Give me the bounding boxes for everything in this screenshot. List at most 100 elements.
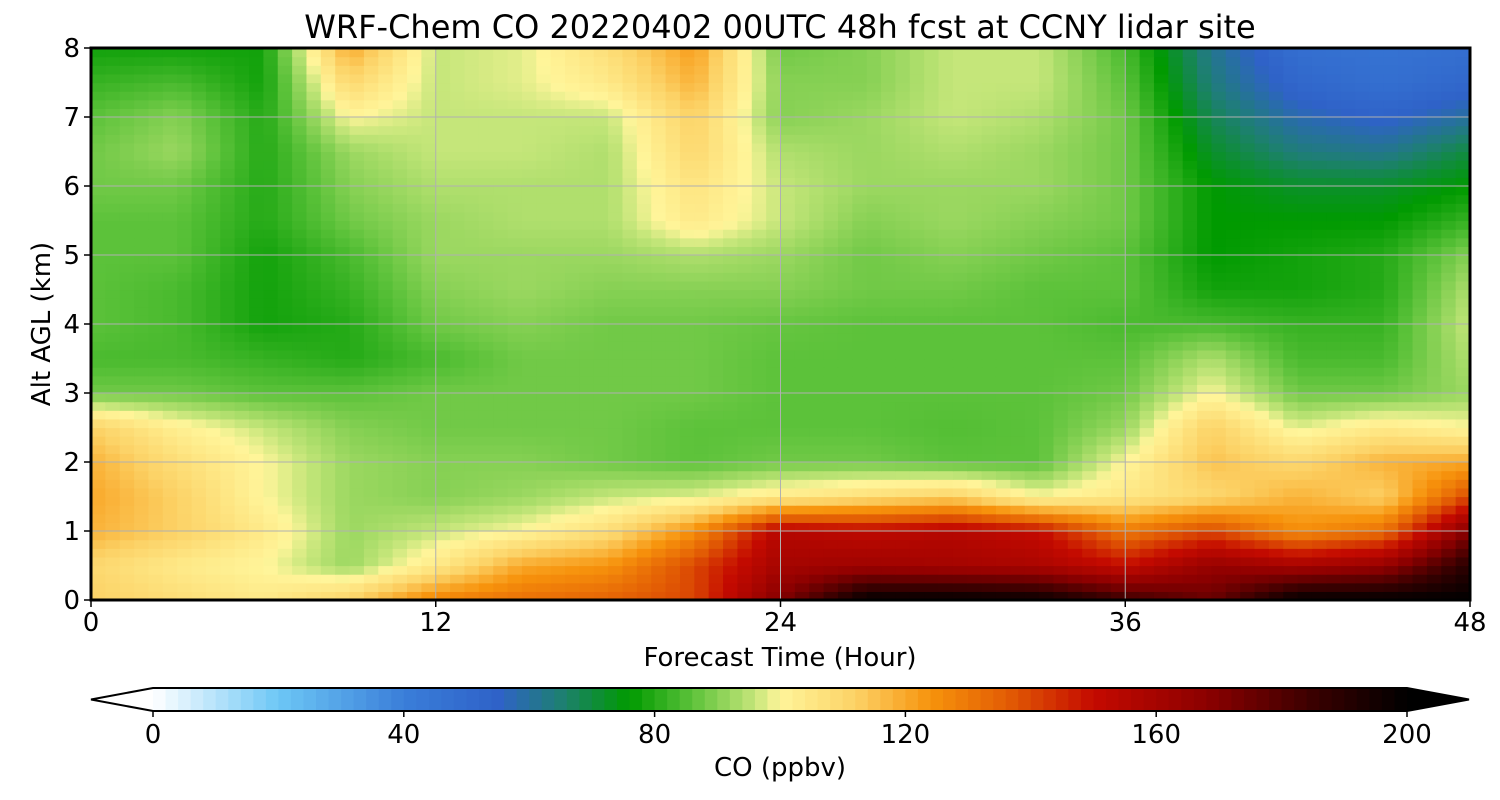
heatmap-cell: [493, 479, 509, 489]
heatmap-cell: [134, 548, 150, 558]
heatmap-cell: [708, 349, 724, 360]
heatmap-cell: [1240, 427, 1256, 437]
heatmap-cell: [751, 324, 767, 334]
heatmap-cell: [119, 142, 135, 153]
heatmap-cell: [766, 444, 782, 454]
heatmap-cell: [823, 531, 839, 541]
heatmap-cell: [1067, 384, 1083, 394]
heatmap-cell: [1268, 496, 1284, 506]
heatmap-cell: [234, 462, 250, 472]
heatmap-cell: [909, 375, 925, 385]
heatmap-cell: [1412, 444, 1428, 454]
heatmap-cell: [320, 367, 336, 377]
heatmap-cell: [622, 255, 638, 265]
heatmap-cell: [995, 358, 1011, 368]
heatmap-cell: [1096, 410, 1112, 420]
heatmap-cell: [981, 462, 997, 472]
heatmap-cell: [866, 255, 882, 265]
heatmap-cell: [407, 332, 422, 342]
heatmap-cell: [895, 237, 911, 247]
heatmap-cell: [507, 522, 523, 532]
heatmap-cell: [220, 384, 236, 394]
heatmap-cell: [234, 393, 250, 403]
heatmap-cell: [91, 539, 106, 549]
heatmap-cell: [205, 565, 221, 575]
heatmap-cell: [306, 531, 322, 541]
heatmap-cell: [1125, 375, 1141, 385]
heatmap-cell: [1311, 401, 1327, 411]
heatmap-cell: [119, 194, 135, 204]
heatmap-cell: [995, 393, 1011, 403]
heatmap-cell: [392, 556, 408, 567]
heatmap-cell: [363, 427, 379, 437]
heatmap-cell: [1412, 341, 1428, 351]
heatmap-cell: [1441, 393, 1457, 403]
heatmap-cell: [1268, 349, 1284, 360]
heatmap-cell: [363, 522, 379, 532]
heatmap-cell: [349, 298, 365, 308]
heatmap-cell: [995, 487, 1011, 498]
heatmap-cell: [1383, 565, 1399, 575]
heatmap-cell: [320, 487, 336, 498]
heatmap-cell: [1082, 255, 1098, 265]
heatmap-cell: [407, 255, 422, 265]
heatmap-cell: [1455, 513, 1470, 523]
heatmap-cell: [679, 324, 695, 334]
heatmap-cell: [1053, 487, 1069, 498]
heatmap-cell: [679, 151, 695, 161]
heatmap-cell: [694, 280, 710, 291]
heatmap-cell: [723, 444, 738, 454]
heatmap-cell: [636, 574, 652, 584]
heatmap-cell: [435, 479, 451, 489]
heatmap-cell: [665, 591, 681, 600]
heatmap-cell: [450, 246, 466, 256]
heatmap-cell: [421, 289, 437, 299]
heatmap-cell: [493, 349, 509, 360]
heatmap-cell: [1225, 470, 1241, 480]
heatmap-cell: [909, 349, 925, 360]
heatmap-cell: [1139, 436, 1155, 446]
heatmap-cell: [636, 591, 652, 600]
heatmap-cell: [852, 237, 868, 247]
heatmap-cell: [1340, 280, 1356, 291]
heatmap-cell: [378, 574, 394, 584]
heatmap-cell: [249, 237, 264, 247]
heatmap-cell: [924, 531, 940, 541]
heatmap-cell: [952, 444, 968, 454]
heatmap-cell: [464, 280, 480, 291]
heatmap-cell: [608, 280, 624, 291]
heatmap-cell: [694, 272, 710, 282]
heatmap-cell: [191, 160, 207, 170]
heatmap-cell: [909, 582, 925, 592]
heatmap-cell: [134, 186, 150, 196]
heatmap-cell: [866, 375, 882, 385]
heatmap-cell: [1197, 315, 1213, 325]
heatmap-cell: [1297, 246, 1313, 256]
heatmap-cell: [565, 565, 580, 575]
heatmap-cell: [1153, 177, 1169, 187]
heatmap-cell: [335, 263, 351, 273]
heatmap-cell: [1340, 539, 1356, 549]
heatmap-cell: [1039, 410, 1055, 420]
heatmap-cell: [91, 358, 106, 368]
heatmap-cell: [177, 194, 193, 204]
heatmap-cell: [679, 211, 695, 222]
heatmap-cell: [794, 220, 810, 230]
heatmap-cell: [1168, 418, 1184, 429]
heatmap-cell: [1340, 246, 1356, 256]
heatmap-cell: [1082, 565, 1098, 575]
heatmap-cell: [1125, 255, 1141, 265]
heatmap-cell: [909, 289, 925, 299]
heatmap-cell: [134, 505, 150, 515]
heatmap-cell: [1426, 375, 1442, 385]
heatmap-cell: [1340, 393, 1356, 403]
heatmap-cell: [751, 462, 767, 472]
heatmap-cell: [593, 168, 609, 178]
heatmap-cell: [967, 194, 983, 204]
heatmap-cell: [823, 280, 839, 291]
heatmap-cell: [579, 229, 595, 239]
heatmap-cell: [1153, 436, 1169, 446]
heatmap-cell: [967, 479, 983, 489]
heatmap-cell: [967, 324, 983, 334]
heatmap-cell: [723, 462, 738, 472]
